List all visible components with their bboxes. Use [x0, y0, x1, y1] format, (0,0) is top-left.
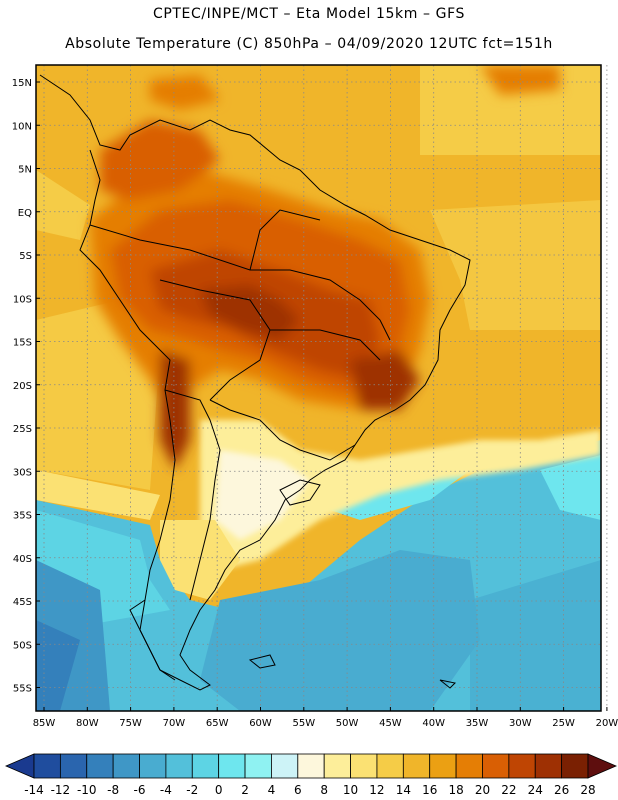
latitude-label: 15S: [13, 338, 32, 349]
colorbar-label: 22: [501, 783, 516, 797]
colorbar-swatch: [218, 753, 246, 779]
colorbar-swatch: [482, 753, 510, 779]
colorbar-min-arrow: [4, 753, 35, 779]
colorbar-swatch: [191, 753, 220, 779]
colorbar-label: 8: [320, 783, 328, 797]
latitude-label: 40S: [13, 554, 32, 565]
colorbar-swatch: [112, 753, 140, 779]
colorbar-swatch: [534, 753, 563, 779]
longitude-label: 55W: [292, 718, 315, 729]
longitude-label: 75W: [119, 718, 142, 729]
longitude-label: 35W: [466, 718, 489, 729]
colorbar-label: 10: [343, 783, 358, 797]
latitude-label: 15N: [12, 78, 32, 89]
colorbar-label: 24: [528, 783, 543, 797]
colorbar-swatch: [244, 753, 272, 779]
colorbar-label: 20: [475, 783, 490, 797]
longitude-label: 20W: [596, 718, 618, 729]
longitude-label: 40W: [422, 718, 445, 729]
longitude-label: 45W: [379, 718, 402, 729]
colorbar: [4, 753, 618, 779]
colorbar-label: -6: [134, 783, 146, 797]
colorbar-swatch: [33, 753, 61, 779]
colorbar-label: 26: [554, 783, 569, 797]
colorbar-label: 2: [241, 783, 249, 797]
map-frame: [35, 64, 602, 712]
latitude-label: 10N: [12, 121, 32, 132]
colorbar-label: 14: [396, 783, 411, 797]
colorbar-swatch: [350, 753, 378, 779]
colorbar-label: 6: [294, 783, 302, 797]
colorbar-swatch: [455, 753, 483, 779]
colorbar-label: -14: [24, 783, 44, 797]
longitude-label: 65W: [206, 718, 229, 729]
colorbar-label: 0: [215, 783, 223, 797]
colorbar-label: -10: [77, 783, 97, 797]
colorbar-swatch: [561, 753, 589, 779]
colorbar-swatch: [271, 753, 299, 779]
latitude-label: 5N: [18, 165, 32, 176]
latitude-label: 20S: [13, 381, 32, 392]
colorbar-swatch: [429, 753, 457, 779]
colorbar-label: 4: [268, 783, 276, 797]
colorbar-swatch: [323, 753, 351, 779]
colorbar-label: -4: [160, 783, 172, 797]
colorbar-swatch: [86, 753, 114, 779]
colorbar-label: -2: [186, 783, 198, 797]
colorbar-label: 12: [369, 783, 384, 797]
longitude-label: 80W: [76, 718, 99, 729]
longitude-label: 70W: [163, 718, 186, 729]
colorbar-swatch: [139, 753, 167, 779]
colorbar-swatch: [508, 753, 536, 779]
temperature-field: [36, 65, 601, 711]
colorbar-swatch: [297, 753, 325, 779]
latitude-label: 55S: [13, 684, 32, 695]
colorbar-label: 16: [422, 783, 437, 797]
latitude-label: EQ: [18, 208, 32, 219]
colorbar-label: -12: [51, 783, 71, 797]
latitude-labels: 15N 10N 5N EQ 5S 10S 15S 20S 25S 30S 35S 40S 45S 50S 5…: [12, 78, 40, 695]
chart-subtitle: Absolute Temperature (C) 850hPa – 04/09/…: [65, 36, 553, 52]
colorbar-label: -8: [107, 783, 119, 797]
colorbar-swatch: [59, 753, 88, 779]
latitude-label: 5S: [19, 251, 32, 262]
latitude-label: 35S: [13, 511, 32, 522]
longitude-label: 30W: [509, 718, 532, 729]
longitude-labels: 85W 80W 75W 70W 65W 60W 55W 50W 45W 40W 35W 30W 25W 2…: [33, 707, 618, 729]
colorbar-labels: -14 -12 -10 -8 -6 -4 -2 0 2 4 6 8 10 12 14 16 18 20 22 24 26…: [24, 783, 595, 797]
chart-title: CPTEC/INPE/MCT – Eta Model 15km – GFS: [152, 6, 466, 22]
colorbar-label: 18: [448, 783, 463, 797]
longitude-label: 50W: [336, 718, 359, 729]
colorbar-swatch: [165, 753, 193, 779]
longitude-label: 25W: [552, 718, 575, 729]
latitude-label: 50S: [13, 640, 32, 651]
colorbar-swatch: [402, 753, 431, 779]
colorbar-label: 28: [580, 783, 595, 797]
latitude-label: 10S: [13, 294, 32, 305]
colorbar-max-arrow: [587, 753, 618, 779]
longitude-label: 60W: [249, 718, 272, 729]
latitude-label: 30S: [13, 467, 32, 478]
latitude-label: 45S: [13, 597, 32, 608]
longitude-label: 85W: [33, 718, 56, 729]
latitude-label: 25S: [13, 424, 32, 435]
colorbar-swatch: [376, 753, 404, 779]
coastlines: [39, 74, 471, 691]
